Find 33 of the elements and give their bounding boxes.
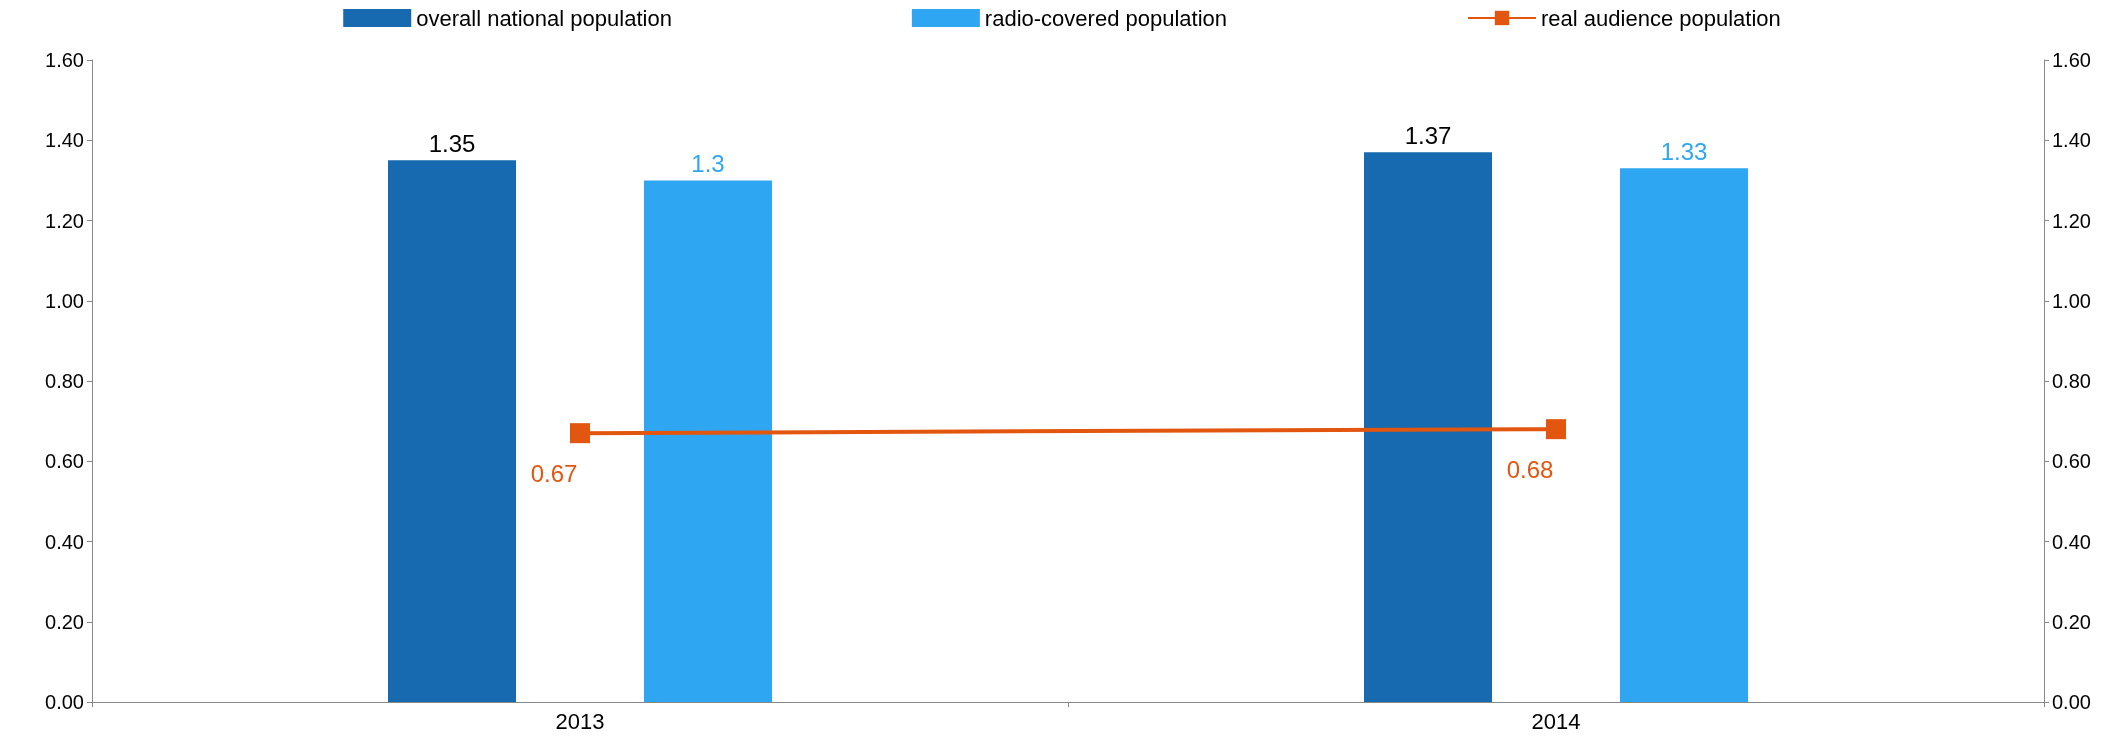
data-label: 0.67 (530, 459, 578, 487)
x-tick-label: 2014 (1531, 708, 1581, 734)
y-tick-label: 1.40 (45, 129, 84, 152)
y2-tick-label: 0.00 (2052, 691, 2091, 713)
data-label: 1.33 (1660, 137, 1708, 165)
x-tick-label: 2013 (555, 708, 605, 734)
bar (388, 160, 516, 702)
y2-tick-label: 1.20 (2052, 209, 2091, 232)
y-tick-label: 0.00 (45, 691, 84, 713)
y2-tick-label: 1.00 (2052, 289, 2091, 312)
y-tick-label: 0.20 (45, 610, 84, 633)
data-label: 0.68 (1506, 455, 1554, 483)
bar (644, 180, 772, 702)
legend-label: radio-covered population (984, 5, 1228, 31)
y-tick-label: 0.60 (45, 450, 84, 473)
y2-tick-label: 0.80 (2052, 370, 2091, 392)
legend-label: overall national population (416, 5, 672, 31)
y-tick-label: 0.40 (45, 530, 84, 553)
y-tick-label: 1.20 (45, 209, 84, 232)
y2-tick-label: 1.40 (2052, 129, 2091, 152)
y2-tick-label: 0.20 (2052, 610, 2091, 633)
y-tick-label: 1.00 (45, 289, 84, 312)
bar (1364, 152, 1492, 702)
y-tick-label: 1.60 (45, 49, 84, 71)
y2-tick-label: 0.40 (2052, 530, 2091, 553)
legend-label: real audience population (1541, 5, 1781, 31)
data-label: 1.37 (1404, 121, 1452, 149)
data-label: 1.35 (428, 129, 476, 157)
data-label: 1.3 (691, 149, 725, 177)
bar (1620, 168, 1748, 702)
y2-tick-label: 1.60 (2052, 49, 2091, 71)
y-tick-label: 0.80 (45, 370, 84, 392)
y2-tick-label: 0.60 (2052, 450, 2091, 473)
